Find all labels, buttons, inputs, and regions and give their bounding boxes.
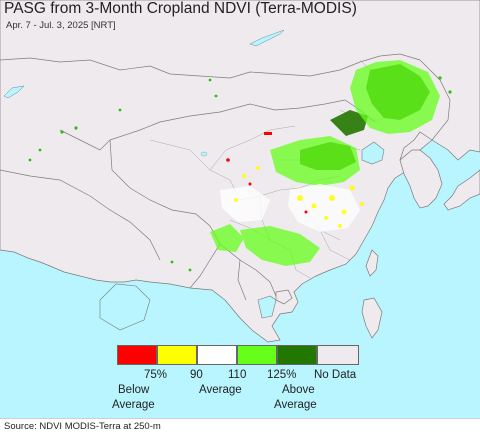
- qinghai-lake: [200, 151, 208, 157]
- legend-above-line1: Above: [282, 384, 315, 396]
- ndvi-white: [220, 184, 360, 232]
- legend-swatch-yellow: [157, 345, 197, 365]
- ndvi-map: [0, 0, 480, 418]
- legend-swatch-dark-green: [277, 345, 317, 365]
- hainan: [275, 289, 293, 305]
- philippines: [361, 297, 383, 339]
- legend-tick-125: 125%: [267, 369, 297, 381]
- japan: [443, 169, 480, 211]
- bohai-sea: [361, 141, 385, 165]
- legend-swatch-red: [117, 345, 157, 365]
- footer: Source: NDVI MODIS-Terra at 250-m: [0, 418, 480, 435]
- ndvi-yellow: [234, 166, 364, 228]
- legend-tick-110: 110: [228, 369, 247, 381]
- legend-tick-90: 90: [190, 369, 203, 381]
- korea: [399, 149, 443, 209]
- legend-below-line1: Below: [118, 384, 150, 396]
- ndvi-red: [226, 132, 308, 214]
- map-panel: PASG from 3-Month Cropland NDVI (Terra-M…: [0, 0, 480, 418]
- legend-tick-no-data: No Data: [314, 369, 357, 381]
- map-title: PASG from 3-Month Cropland NDVI (Terra-M…: [4, 0, 357, 17]
- legend-swatch-light-green: [237, 345, 277, 365]
- lake-baikal: [249, 29, 285, 47]
- legend: [117, 345, 359, 367]
- legend-tick-75: 75%: [144, 369, 168, 381]
- bay-of-bengal: [99, 283, 151, 331]
- legend-below-line2: Average: [112, 399, 155, 411]
- taiwan: [365, 249, 379, 277]
- date-range: Apr. 7 - Jul. 3, 2025 [NRT]: [6, 20, 116, 31]
- lake-balkhash: [3, 85, 25, 99]
- legend-above-line2: Average: [274, 399, 317, 411]
- ndvi-scatter-green: [28, 76, 452, 272]
- source-text: Source: NDVI MODIS-Terra at 250-m: [4, 421, 161, 432]
- legend-swatch-no-data: [317, 345, 359, 365]
- legend-swatch-white: [197, 345, 237, 365]
- gulf-of-tonkin: [257, 295, 277, 319]
- country-borders: [0, 53, 451, 301]
- legend-average: Average: [199, 384, 242, 396]
- ndvi-light-green: [210, 60, 440, 266]
